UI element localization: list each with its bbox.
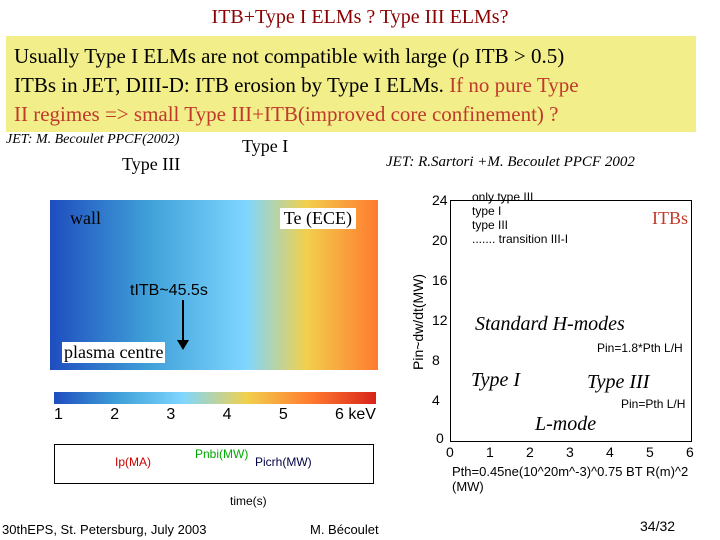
type-iii-label: Type III	[122, 154, 181, 174]
slide-title: ITB+Type I ELMs ? Type III ELMs?	[211, 6, 509, 28]
itbs-label: ITBs	[652, 208, 688, 228]
box-line-2-black: ITBs in JET, DIII-D: ITB erosion by Type…	[14, 73, 450, 97]
left-citation: JET: M. Becoulet PPCF(2002)	[6, 132, 180, 147]
colorbar-tick: 4	[222, 406, 232, 423]
type-iii-annotation: Type III	[587, 371, 650, 393]
colorbar-tick: 3	[166, 406, 176, 423]
pin-pth-label: Pin=Pth L/H	[621, 397, 686, 411]
ip-label: Ip(MA)	[115, 455, 151, 469]
footer-conference: 30thEPS, St. Petersburg, July 2003	[2, 522, 207, 537]
wall-label: wall	[70, 208, 101, 228]
lmode-annotation: L-mode	[535, 413, 597, 435]
titb-label: tITB~45.5s	[130, 282, 208, 299]
y-tick: 4	[432, 392, 440, 408]
box-line-1: Usually Type I ELMs are not compatible w…	[14, 44, 565, 68]
pin-1-8-label: Pin=1.8*Pth L/H	[597, 341, 683, 355]
x-tick: 4	[606, 444, 614, 460]
footer-author: M. Bécoulet	[310, 522, 379, 537]
legend-item: only type III	[472, 190, 534, 204]
time-axis-label: time(s)	[230, 494, 267, 508]
power-time-graph: Ip(MA) Pnbi(MW) Picrh(MW)	[54, 444, 374, 484]
picrh-label: Picrh(MW)	[255, 455, 312, 469]
y-tick: 8	[432, 352, 440, 368]
right-plot-ylabel: Pin~dw/dt(MW)	[410, 273, 426, 370]
y-tick: 16	[432, 272, 448, 288]
x-tick: 2	[526, 444, 534, 460]
pin-vs-pth-plot: Standard H-modes Type I Type III L-mode …	[450, 200, 692, 442]
x-tick: 5	[646, 444, 654, 460]
box-line-3: II regimes => small Type III+ITB(improve…	[14, 102, 559, 126]
y-tick: 0	[436, 430, 444, 446]
type-i-label: Type I	[242, 136, 289, 156]
box-line-2: ITBs in JET, DIII-D: ITB erosion by Type…	[14, 71, 688, 100]
standard-hmodes-annotation: Standard H-modes	[475, 313, 625, 335]
te-label: Te (ECE)	[279, 208, 356, 229]
y-tick: 20	[432, 232, 448, 248]
colorbar-tick: 5	[278, 406, 288, 423]
colorbar-tick: 6 keV	[335, 406, 376, 423]
x-tick: 3	[566, 444, 574, 460]
right-plot-legend: only type III type I type III ....... tr…	[472, 190, 568, 246]
y-tick: 24	[432, 192, 448, 208]
colorbar-ticks: 1 2 3 4 5 6 keV	[54, 406, 376, 424]
y-tick: 12	[432, 312, 448, 328]
plasma-centre-label: plasma centre	[62, 342, 166, 363]
right-citation: JET: R.Sartori +M. Becoulet PPCF 2002	[386, 154, 635, 170]
colorbar	[54, 392, 376, 404]
highlight-box: Usually Type I ELMs are not compatible w…	[6, 36, 696, 132]
colorbar-tick: 2	[110, 406, 120, 423]
x-tick: 6	[686, 444, 694, 460]
type-i-annotation: Type I	[471, 369, 521, 391]
colorbar-tick: 1	[54, 406, 63, 423]
x-tick: 1	[486, 444, 494, 460]
legend-item: ....... transition III-I	[472, 232, 569, 246]
legend-item: type III	[472, 218, 509, 232]
right-plot-xlabel: Pth=0.45ne(10^20m^-3)^0.75 BT R(m)^2 (MW…	[452, 464, 689, 494]
x-tick: 0	[446, 444, 454, 460]
titb-arrow	[177, 300, 189, 350]
te-ece-panel: wall Te (ECE) tITB~45.5s	[50, 200, 378, 370]
pnbi-label: Pnbi(MW)	[195, 447, 249, 461]
slide-number: 34/32	[640, 518, 676, 534]
box-line-2-red: If no pure Type	[449, 73, 579, 97]
legend-item: type I	[472, 204, 502, 218]
